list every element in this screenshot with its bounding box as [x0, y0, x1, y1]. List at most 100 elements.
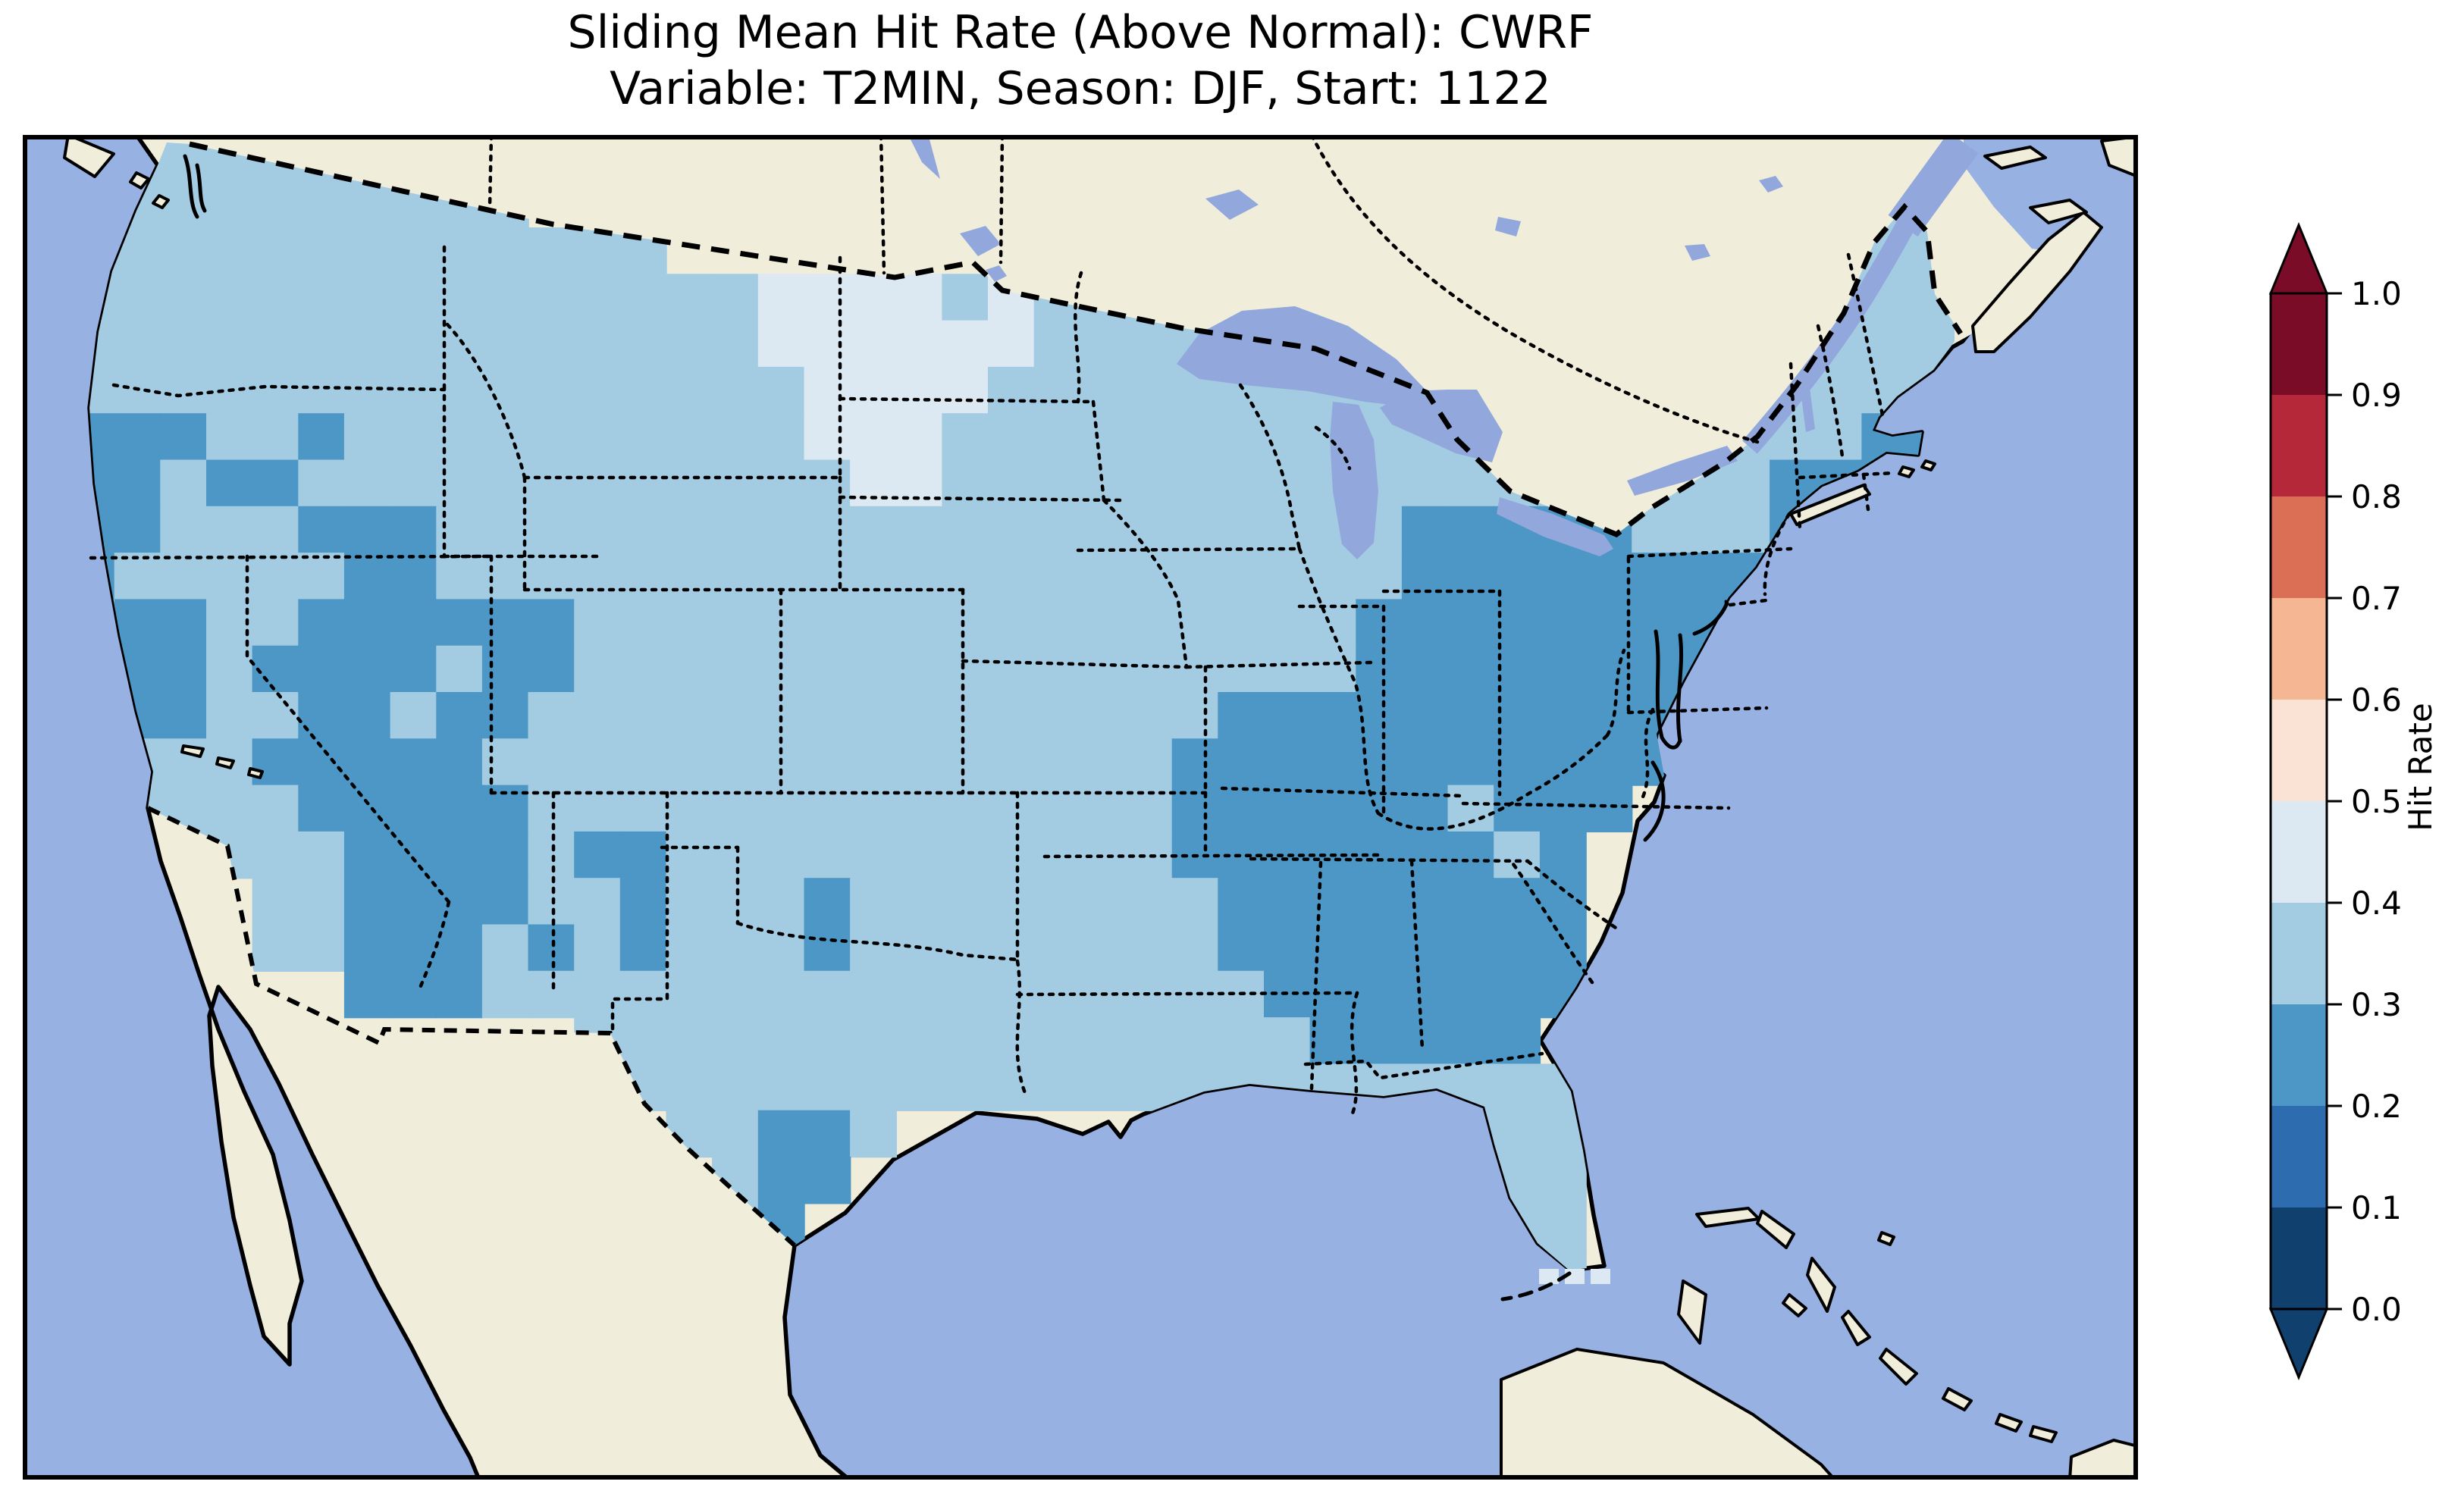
colorbar-tick-label: 0.4 — [2351, 885, 2402, 922]
hit-rate-cell — [804, 413, 851, 461]
hit-rate-cell — [1815, 413, 1863, 461]
hit-rate-cell — [390, 831, 437, 879]
hit-rate-cell — [436, 831, 484, 879]
hit-rate-cell — [666, 366, 713, 415]
hit-rate-cell — [895, 1017, 943, 1065]
hit-rate-cell — [1080, 645, 1127, 694]
hit-rate-cell — [298, 180, 346, 229]
colorbar-tick-label: 0.0 — [2351, 1291, 2402, 1328]
hit-rate-cell — [988, 1063, 1035, 1111]
hit-rate-cell — [804, 878, 851, 926]
hit-rate-cell — [1585, 599, 1633, 647]
hit-rate-cell — [574, 553, 622, 600]
hit-rate-cell — [160, 645, 208, 694]
hit-rate-cell — [850, 1017, 897, 1065]
hit-rate-cell — [1033, 645, 1081, 694]
hit-rate-cell — [619, 506, 667, 554]
hit-rate-cell — [1126, 1017, 1173, 1065]
hit-rate-cell — [757, 274, 805, 321]
hit-rate-cell — [574, 599, 622, 647]
bahamas-cat-island — [1841, 1310, 1871, 1346]
hit-rate-cell — [619, 645, 667, 694]
hit-rate-cell — [436, 692, 484, 740]
nantucket — [1898, 465, 1915, 478]
state-borders — [89, 135, 1896, 1120]
hit-rate-cell — [1494, 970, 1541, 1019]
vancouver-island-tip — [63, 135, 115, 178]
hit-rate-cell — [206, 692, 253, 740]
hit-rate-cell — [1126, 413, 1173, 461]
hit-rate-cell — [712, 274, 759, 321]
hit-rate-cell — [343, 227, 391, 275]
hit-rate-cell — [1218, 459, 1265, 507]
hit-rate-cell — [666, 1017, 713, 1065]
hit-rate-cell — [1264, 459, 1311, 507]
colorbar-segment — [2271, 496, 2327, 598]
anticosti-island — [1983, 146, 2047, 170]
hit-rate-cell — [114, 506, 161, 554]
lake-champlain — [1800, 382, 1815, 432]
hit-rate-cell — [574, 645, 622, 694]
hit-rate-cell — [528, 692, 575, 740]
hit-rate-cell — [1401, 738, 1449, 786]
hit-rate-cell — [942, 506, 989, 554]
hit-rate-cell — [850, 413, 897, 461]
turks-islet — [2029, 1425, 2058, 1443]
hit-rate-cell — [1494, 924, 1541, 972]
hit-rate-cell — [666, 924, 713, 972]
hit-rate-cell — [712, 692, 759, 740]
hit-rate-cell — [804, 1157, 851, 1204]
hit-rate-cell — [206, 459, 253, 507]
mexico-border-dashed — [146, 806, 797, 1248]
marthas-vineyard — [1920, 459, 1936, 471]
hit-rate-cell — [298, 227, 346, 275]
hit-rate-cell — [89, 413, 115, 461]
hit-rate-cell — [298, 692, 346, 740]
hit-rate-cell — [666, 274, 713, 321]
hit-rate-cell — [1218, 1017, 1265, 1065]
hit-rate-cell — [942, 878, 989, 926]
hit-rate-cell — [1033, 738, 1081, 786]
hit-rate-cell — [436, 738, 484, 786]
hit-rate-cell — [619, 320, 667, 368]
hit-rate-cell — [1401, 692, 1449, 740]
hit-rate-cell — [481, 413, 529, 461]
hit-rate-cell — [114, 599, 161, 647]
hit-rate-cell — [666, 692, 713, 740]
hit-rate-cell — [574, 227, 622, 275]
hit-rate-cell — [757, 924, 805, 972]
hit-rate-cell — [1585, 738, 1633, 786]
hit-rate-cell — [1080, 413, 1127, 461]
hit-rate-cell — [619, 366, 667, 415]
hit-rate-cell — [1033, 366, 1081, 415]
hit-rate-cell — [666, 459, 713, 507]
hit-rate-cell — [528, 506, 575, 554]
hit-rate-cell — [804, 320, 851, 368]
hit-rate-cell — [1080, 924, 1127, 972]
hit-rate-cell — [160, 413, 208, 461]
hit-rate-cell — [1264, 692, 1311, 740]
hit-rate-cell — [757, 1017, 805, 1065]
hit-rate-cell — [804, 1110, 851, 1158]
hit-rate-cell — [1447, 645, 1495, 694]
hit-rate-cell — [1447, 878, 1495, 926]
hit-rate-cell — [1447, 506, 1495, 554]
hit-rate-cell — [942, 1017, 989, 1065]
hit-rate-cell — [1494, 738, 1541, 786]
hit-rate-cell — [481, 831, 529, 879]
hit-rate-cell — [298, 459, 346, 507]
hit-rate-cell — [1126, 738, 1173, 786]
hit-rate-cell — [712, 1017, 759, 1065]
title-line2: Variable: T2MIN, Season: DJF, Start: 112… — [610, 62, 1551, 115]
hit-rate-cell — [574, 970, 622, 1019]
hit-rate-cell — [804, 738, 851, 786]
hit-rate-cell — [712, 599, 759, 647]
hit-rate-cell — [298, 599, 346, 647]
hit-rate-cell — [343, 553, 391, 600]
hit-rate-cell — [1218, 692, 1265, 740]
small-lake — [1759, 176, 1783, 193]
hit-rate-cell — [804, 970, 851, 1019]
hit-rate-cell — [114, 553, 161, 600]
hit-rate-cell — [1264, 878, 1311, 926]
